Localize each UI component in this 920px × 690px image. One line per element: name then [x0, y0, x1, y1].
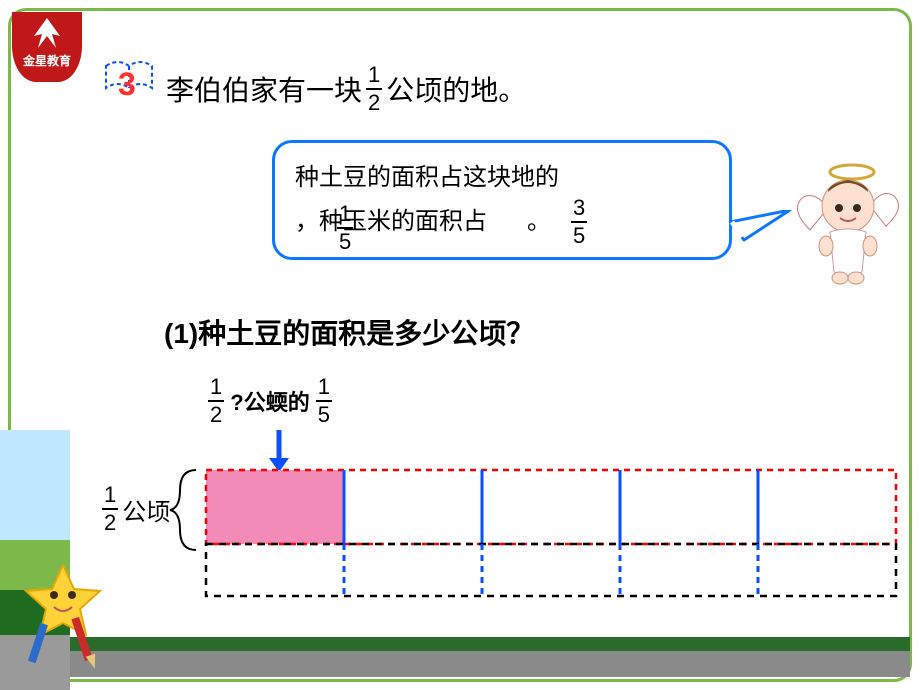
problem-title: 李伯伯家有一块 1 2 公顷的地。 — [166, 64, 526, 114]
speech-frac2: 3 5 — [571, 197, 587, 247]
speech-line2b: 。 — [527, 203, 551, 241]
angel-character — [790, 160, 900, 295]
problem-number: 3 — [118, 66, 136, 103]
speech-bubble: 种土豆的面积占这块地的 ，种玉米的面积占 1 5 。 3 5 — [272, 140, 732, 260]
leaf-icon — [28, 16, 66, 50]
question-1: (1)种土豆的面积是多少公顷？ — [164, 312, 534, 352]
brand-logo: 金星教育 — [12, 12, 82, 82]
expr-mid: ?公蝡的 — [230, 385, 309, 417]
title-t1: 李伯伯家有一块 — [166, 69, 362, 109]
title-t2: 公顷的地。 — [386, 69, 526, 109]
speech-line1: 种土豆的面积占这块地的 — [295, 159, 559, 197]
logo-text: 金星教育 — [23, 52, 71, 69]
side-unit: 公顷 — [122, 492, 170, 527]
expr-f1: 1 2 — [208, 376, 224, 426]
road-band — [70, 637, 912, 682]
area-diagram — [204, 468, 904, 609]
speech-line2a: ，种玉米的面积占 — [295, 203, 487, 241]
star-character — [18, 557, 108, 682]
side-frac: 1 2 — [102, 484, 118, 534]
expression: 1 2 ?公蝡的 1 5 — [204, 376, 336, 426]
expr-f2: 1 5 — [316, 376, 332, 426]
title-fraction: 1 2 — [366, 64, 382, 114]
side-label: 1 2 公顷 — [98, 484, 170, 534]
left-brace — [168, 468, 202, 557]
speech-frac1: 1 5 — [337, 203, 353, 253]
